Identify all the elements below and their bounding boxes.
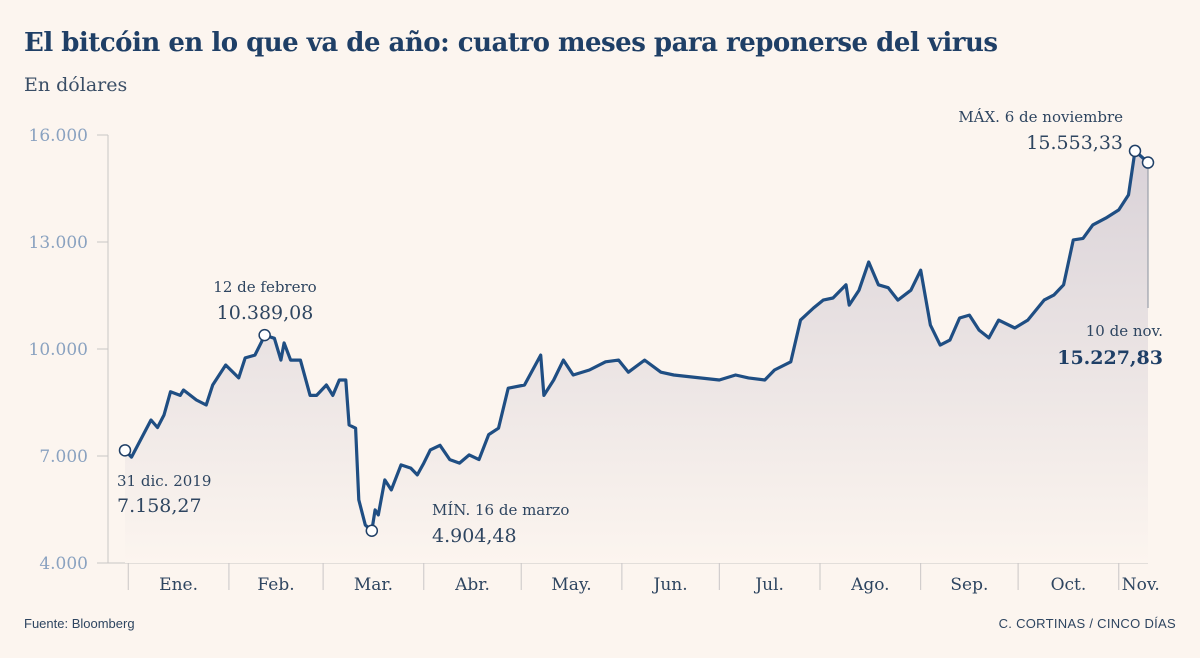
annotation-feb-date: 12 de febrero [213, 278, 316, 296]
x-month-label: Ene. [159, 575, 198, 595]
annotation-point-marker [1128, 144, 1142, 158]
x-month-label: Jun. [652, 575, 688, 595]
x-month-label: Nov. [1122, 575, 1160, 595]
annotation-point-marker [1141, 156, 1155, 169]
annotation-max-value: 15.553,33 [1026, 132, 1123, 154]
x-month-label: Mar. [354, 575, 393, 595]
chart-title: El bitcóin en lo que va de año: cuatro m… [24, 28, 998, 58]
annotation-last-value: 15.227,83 [1057, 347, 1163, 369]
y-tick-label: 7.000 [39, 447, 88, 467]
annotation-min-value: 4.904,48 [432, 525, 517, 547]
x-month-label: May. [551, 575, 591, 595]
annotation-point-marker [118, 444, 132, 457]
y-tick-label: 16.000 [29, 126, 88, 146]
y-tick-label: 13.000 [29, 233, 88, 253]
y-tick-label: 10.000 [29, 340, 88, 360]
annotation-start-value: 7.158,27 [117, 495, 202, 517]
x-month-label: Ago. [850, 575, 890, 595]
x-month-label: Oct. [1051, 575, 1087, 595]
chart-subtitle: En dólares [24, 74, 128, 96]
x-month-label: Jul. [753, 575, 784, 595]
annotation-point-marker [365, 524, 379, 537]
x-month-label: Sep. [950, 575, 988, 595]
y-tick-label: 4.000 [39, 554, 88, 574]
annotation-feb-value: 10.389,08 [217, 302, 314, 324]
credit-note: C. CORTINAS / CINCO DÍAS [998, 616, 1176, 631]
price-line [123, 149, 1150, 533]
x-month-label: Abr. [454, 575, 490, 595]
annotation-start-date: 31 dic. 2019 [117, 472, 211, 490]
annotation-last-date: 10 de nov. [1086, 322, 1163, 340]
annotation-min-date: MÍN. 16 de marzo [432, 501, 569, 519]
x-month-label: Feb. [257, 575, 294, 595]
annotation-point-marker [258, 328, 271, 342]
source-note: Fuente: Bloomberg [24, 616, 135, 631]
annotation-max-date: MÁX. 6 de noviembre [958, 108, 1123, 126]
price-area [125, 150, 1148, 563]
